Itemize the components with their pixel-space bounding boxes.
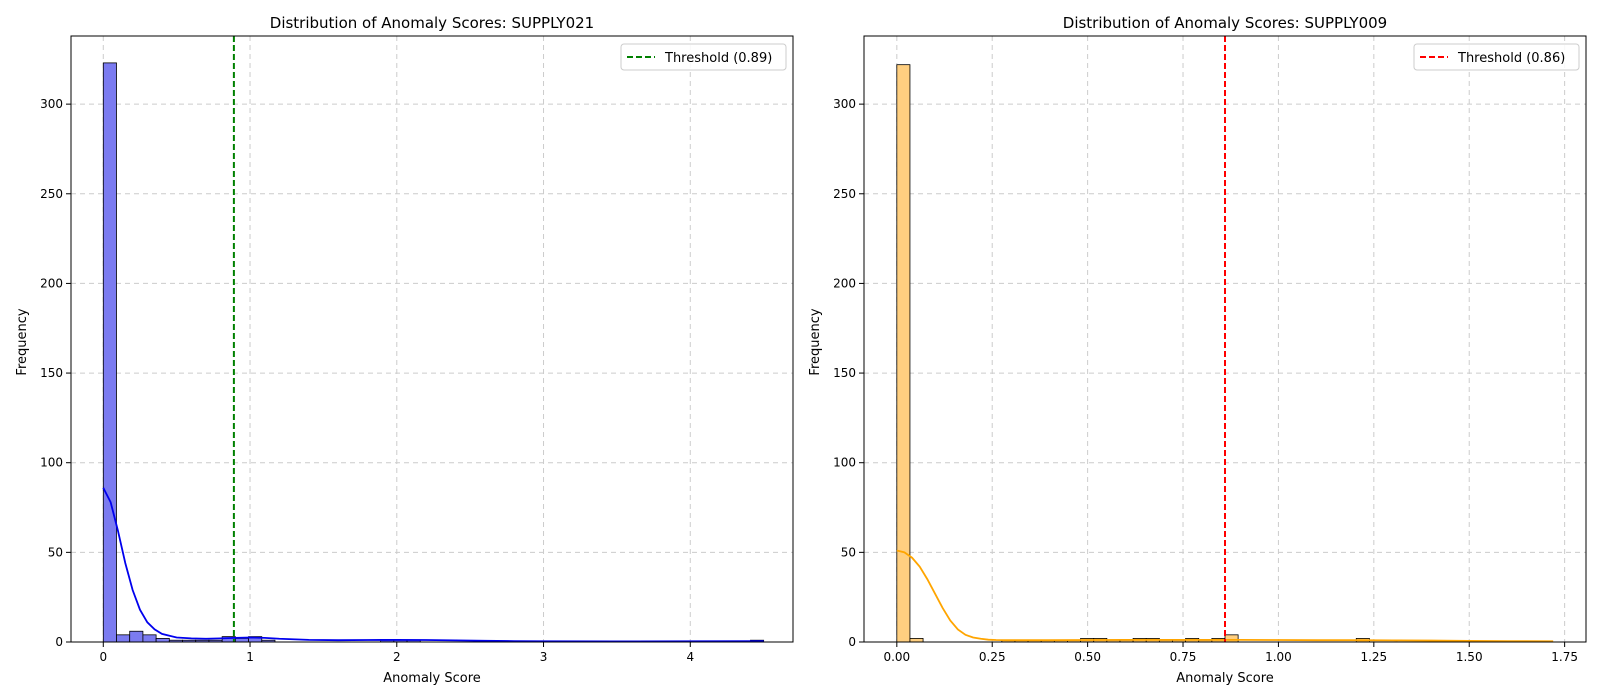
plot-frame — [70, 35, 794, 643]
y-axis-label: Frequency — [15, 308, 30, 375]
x-tick-label: 0.75 — [1170, 650, 1197, 664]
x-tick-label: 1.75 — [1551, 650, 1578, 664]
y-tick-label: 0 — [55, 635, 63, 649]
chart-title: Distribution of Anomaly Scores: SUPPLY02… — [270, 14, 594, 32]
legend-box — [1413, 43, 1580, 71]
histogram-bar — [234, 638, 249, 643]
chart-title: Distribution of Anomaly Scores: SUPPLY00… — [1063, 14, 1387, 32]
legend: Threshold (0.89) — [620, 43, 787, 71]
x-tick-label: 0.50 — [1074, 650, 1101, 664]
histogram-bar — [1224, 634, 1239, 643]
y-tick-label: 200 — [833, 276, 856, 290]
legend: Threshold (0.86) — [1413, 43, 1580, 71]
y-tick-label: 250 — [40, 187, 63, 201]
histogram-bar — [155, 638, 170, 643]
legend-threshold-label: Threshold (0.86) — [1457, 51, 1565, 66]
x-tick-label: 0.25 — [979, 650, 1006, 664]
y-tick-label: 50 — [841, 545, 856, 559]
kde-line — [896, 549, 1554, 643]
histogram-bar — [116, 634, 131, 643]
y-tick-label: 50 — [48, 545, 63, 559]
y-tick-label: 300 — [40, 97, 63, 111]
x-tick-label: 1 — [246, 650, 254, 664]
plot-frame — [863, 35, 1587, 643]
histogram-bar — [142, 634, 157, 643]
y-tick-label: 150 — [833, 366, 856, 380]
y-tick-label: 300 — [833, 97, 856, 111]
x-tick-label: 4 — [686, 650, 694, 664]
x-tick-label: 2 — [393, 650, 401, 664]
x-tick-label: 0.00 — [883, 650, 910, 664]
chart-panel-supply021: Distribution of Anomaly Scores: SUPPLY02… — [15, 14, 794, 686]
x-axis-label: Anomaly Score — [383, 671, 481, 686]
kde-line — [102, 487, 764, 643]
y-tick-label: 100 — [40, 456, 63, 470]
x-tick-label: 3 — [540, 650, 548, 664]
y-tick-label: 0 — [848, 635, 856, 649]
y-tick-label: 150 — [40, 366, 63, 380]
histogram-bar — [102, 62, 117, 643]
histogram-bar — [129, 630, 144, 643]
x-tick-label: 0 — [99, 650, 107, 664]
y-tick-label: 200 — [40, 276, 63, 290]
x-tick-label: 1.25 — [1360, 650, 1387, 664]
histogram-bar — [909, 638, 924, 643]
legend-threshold-label: Threshold (0.89) — [664, 51, 772, 66]
x-tick-label: 1.50 — [1456, 650, 1483, 664]
x-axis-label: Anomaly Score — [1176, 671, 1274, 686]
y-tick-label: 100 — [833, 456, 856, 470]
y-tick-label: 250 — [833, 187, 856, 201]
y-axis-label: Frequency — [808, 308, 823, 375]
legend-box — [620, 43, 787, 71]
x-tick-label: 1.00 — [1265, 650, 1292, 664]
chart-panel-supply009: Distribution of Anomaly Scores: SUPPLY00… — [808, 14, 1587, 686]
